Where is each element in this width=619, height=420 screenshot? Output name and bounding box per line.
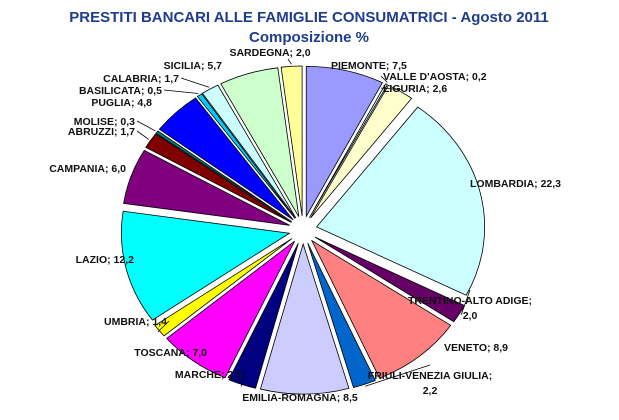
pie-slice-abruzzi — [145, 133, 292, 223]
slice-label-lazio: LAZIO; 12,2 — [76, 254, 135, 266]
slice-label-sicilia: SICILIA; 5,7 — [164, 60, 223, 72]
slice-label-friuli-venezia-giulia: FRIULI-VENEZIA GIULIA; 2,2 — [368, 370, 492, 397]
slice-label-abruzzi: ABRUZZI; 1,7 — [68, 126, 135, 138]
slice-label-lombardia: LOMBARDIA; 22,3 — [470, 178, 561, 190]
pie-slice-emilia-romagna — [259, 242, 350, 395]
pie-slice-sicilia — [220, 67, 300, 217]
pie-slice-veneto — [310, 239, 452, 379]
leader-line — [163, 89, 199, 94]
slice-label-veneto: VENETO; 8,9 — [444, 342, 508, 354]
slice-label-campania: CAMPANIA; 6,0 — [49, 163, 126, 175]
slice-label-puglia: PUGLIA; 4,8 — [91, 97, 152, 109]
leader-line — [240, 373, 245, 387]
leader-line — [365, 364, 431, 387]
pie-slice-valle-d-aosta — [309, 83, 388, 218]
leader-line — [380, 87, 402, 91]
chart-title: PRESTITI BANCARI ALLE FAMIGLIE CONSUMATR… — [69, 9, 548, 26]
slice-label-sardegna: SARDEGNA; 2,0 — [229, 47, 310, 59]
slice-label-liguria: LIGURIA; 2,6 — [383, 83, 447, 95]
leader-line — [136, 120, 156, 132]
pie-slice-lombardia — [315, 106, 485, 296]
slice-label-valle-d-aosta: VALLE D'AOSTA; 0,2 — [383, 71, 487, 83]
pie-slice-lazio — [121, 210, 291, 321]
slice-label-trentino-alto-adige: TRENTINO-ALTO ADIGE; 2,0 — [408, 295, 532, 322]
slice-label-emilia-romagna: EMILIA-ROMAGNA; 8,5 — [242, 392, 358, 404]
pie-slices — [121, 65, 485, 395]
pie-slice-molise — [155, 130, 292, 222]
slice-label-marche: MARCHE; 2,7 — [175, 369, 242, 381]
leader-line — [380, 75, 388, 83]
leader-line — [287, 58, 292, 65]
pie-slice-campania — [123, 149, 290, 226]
slice-label-basilicata: BASILICATA; 0,5 — [79, 85, 162, 97]
leader-lines — [136, 58, 471, 387]
pie-slice-toscana — [166, 240, 295, 379]
chart-subtitle: Composizione % — [249, 29, 369, 46]
pie-slice-friuli-venezia-giulia — [307, 242, 376, 388]
slice-label-toscana: TOSCANA; 7,0 — [134, 347, 207, 359]
pie-slice-piemonte — [305, 65, 383, 218]
leader-line — [157, 320, 170, 333]
pie-slice-basilicata — [196, 93, 296, 219]
pie-slice-calabria — [201, 84, 297, 219]
leader-line — [136, 130, 150, 140]
slice-label-calabria: CALABRIA; 1,7 — [103, 73, 179, 85]
pie-slice-puglia — [158, 97, 294, 221]
pie-slice-sardegna — [280, 65, 303, 217]
pie-slice-liguria — [310, 84, 413, 219]
leader-line — [180, 77, 210, 88]
slice-label-piemonte: PIEMONTE; 7,5 — [331, 60, 407, 72]
leader-line — [460, 289, 471, 315]
slice-label-molise: MOLISE; 0,3 — [74, 116, 135, 128]
slice-label-umbria: UMBRIA; 1,4 — [104, 316, 167, 328]
